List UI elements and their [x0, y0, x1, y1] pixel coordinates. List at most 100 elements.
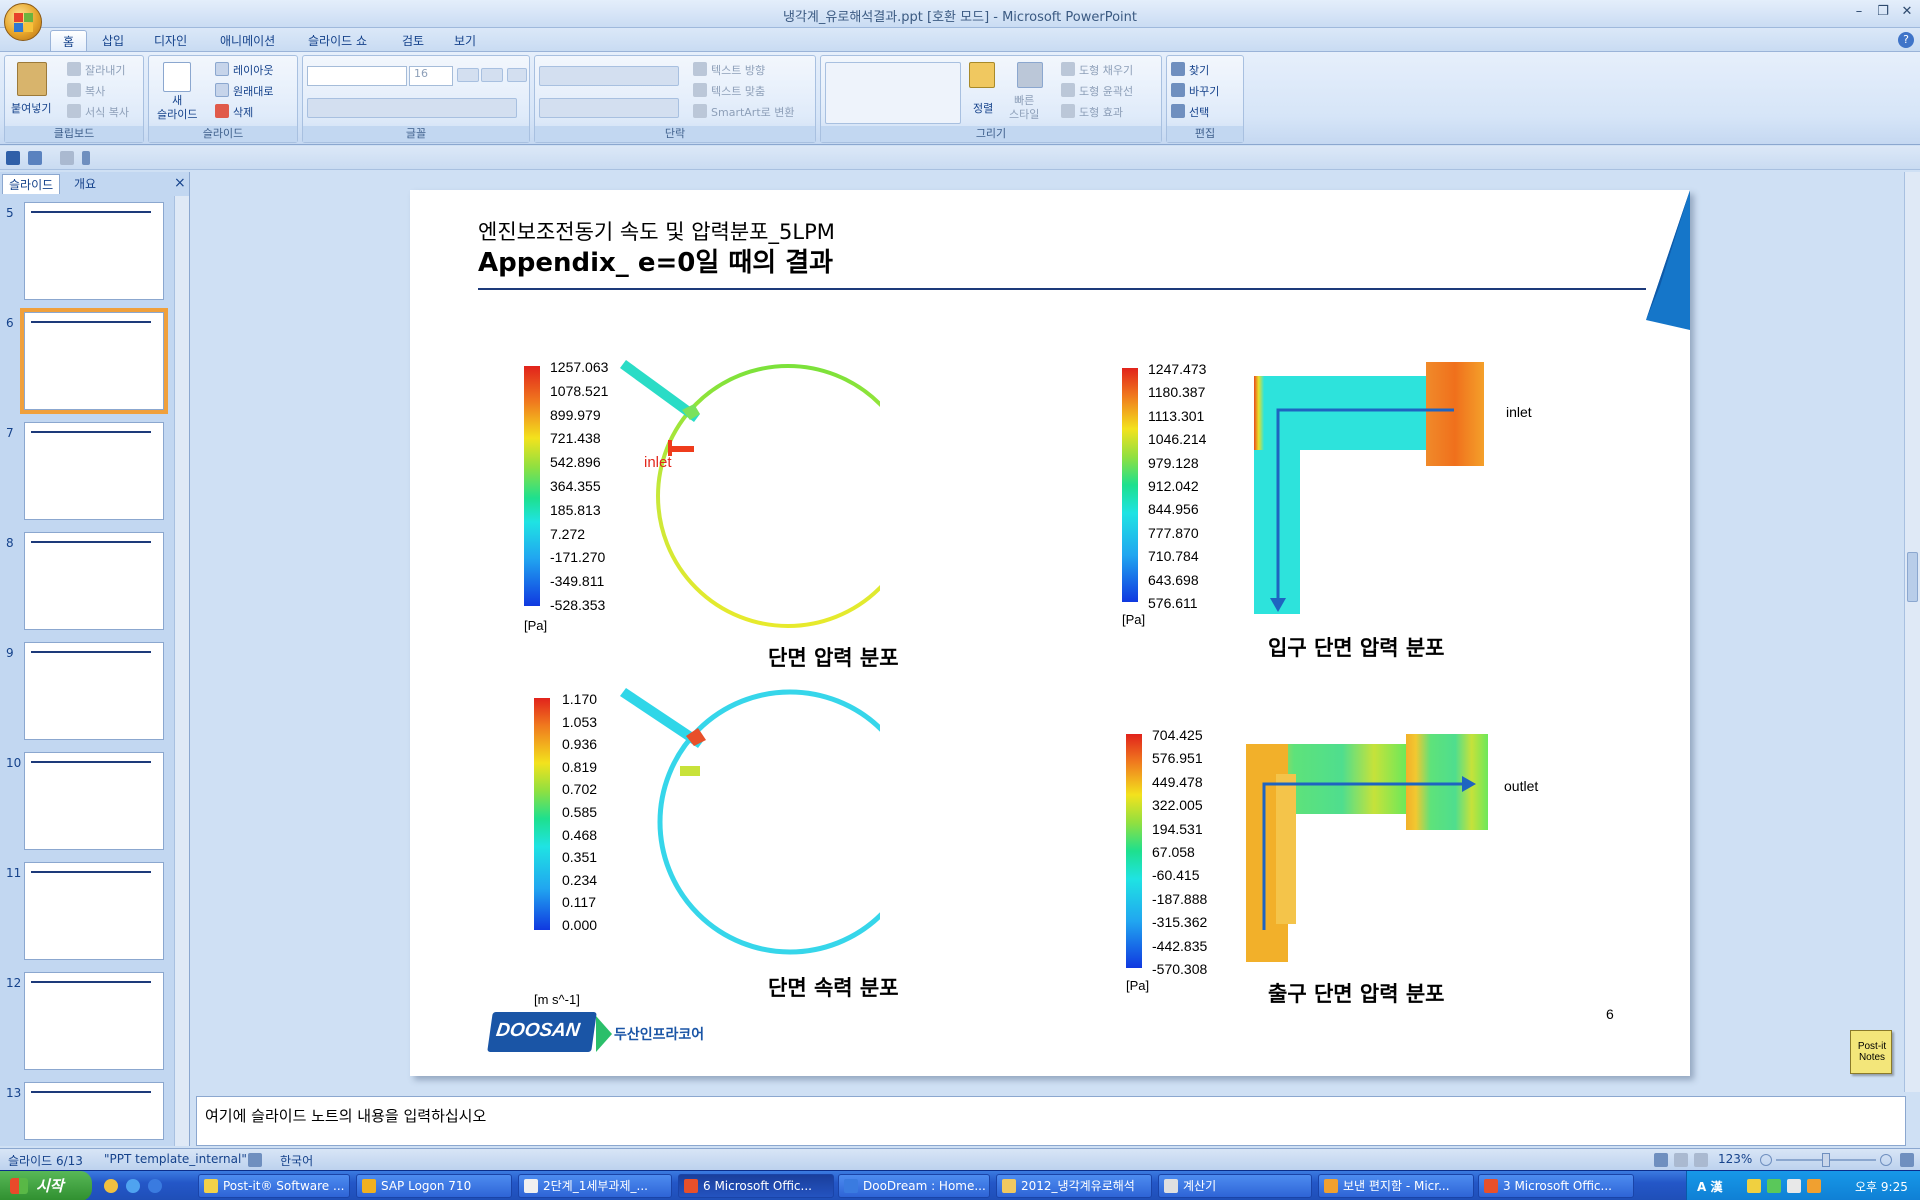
select-button[interactable]: 선택 [1189, 106, 1210, 119]
start-button[interactable]: 시작 [0, 1171, 92, 1200]
shapes-gallery[interactable] [825, 62, 961, 124]
text-direction-button[interactable]: 텍스트 방향 [711, 64, 766, 77]
slide-thumbnail[interactable] [24, 422, 164, 520]
save-icon[interactable] [6, 151, 20, 165]
taskbar-item[interactable]: 3 Microsoft Offic... [1478, 1174, 1634, 1198]
close-button[interactable]: ✕ [1901, 4, 1913, 19]
list-indent-buttons[interactable] [539, 66, 679, 86]
zoom-slider-thumb[interactable] [1822, 1153, 1830, 1167]
slide-thumbnail[interactable] [20, 308, 168, 414]
slide-thumbnail[interactable] [24, 1082, 164, 1140]
tray-icon-2[interactable] [1767, 1179, 1781, 1193]
taskbar-item[interactable]: 계산기 [1158, 1174, 1312, 1198]
reset-button[interactable]: 원래대로 [233, 85, 274, 98]
company-name: 두산인프라코어 [614, 1027, 705, 1043]
ime-indicator[interactable]: A 漢 [1697, 1180, 1723, 1194]
colorbar-tick-label: 0.000 [562, 917, 598, 933]
restore-button[interactable]: ❐ [1877, 4, 1889, 19]
colorbar-tick-label: -60.415 [1152, 867, 1200, 884]
slide-thumbnail[interactable] [24, 972, 164, 1070]
taskbar-item[interactable]: 보낸 편지함 - Micr... [1318, 1174, 1474, 1198]
shape-outline-button[interactable]: 도형 윤곽선 [1079, 85, 1134, 98]
quick-styles-button[interactable]: 빠른 스타일 [1009, 94, 1040, 121]
postit-notes-widget[interactable]: Post-it Notes [1850, 1030, 1892, 1074]
colorbar-tick-label: 1113.301 [1148, 407, 1205, 424]
tray-icon-4[interactable] [1807, 1179, 1821, 1193]
undo-icon[interactable] [28, 151, 42, 165]
arrange-button[interactable]: 정렬 [973, 102, 994, 115]
slide-thumbnail[interactable] [24, 532, 164, 630]
slide-thumbnail[interactable] [24, 752, 164, 850]
taskbar-item[interactable]: 2단계_1세부과제_... [518, 1174, 672, 1198]
quicklaunch-icon-1[interactable] [104, 1179, 118, 1193]
slide-thumbnail[interactable] [24, 642, 164, 740]
new-slide-button[interactable]: 새 슬라이드 [157, 94, 198, 121]
shrink-font-icon[interactable] [481, 68, 503, 82]
ie-icon[interactable] [148, 1179, 162, 1193]
tab-review[interactable]: 검토 [402, 34, 425, 48]
fit-to-window-icon[interactable] [1900, 1153, 1914, 1167]
tray-icon-1[interactable] [1747, 1179, 1761, 1193]
shape-fill-button[interactable]: 도형 채우기 [1079, 64, 1134, 77]
close-panel-icon[interactable]: × [174, 175, 186, 191]
scroll-thumb[interactable] [1907, 552, 1918, 602]
tab-view[interactable]: 보기 [454, 34, 477, 48]
format-painter-button[interactable]: 서식 복사 [85, 106, 129, 119]
help-icon[interactable]: ? [1898, 32, 1914, 48]
colorbar-tick-label: 576.611 [1148, 595, 1198, 611]
font-size-combo[interactable]: 16 [409, 66, 453, 86]
tab-insert[interactable]: 삽입 [102, 34, 125, 48]
clear-format-icon[interactable] [507, 68, 527, 82]
tab-design[interactable]: 디자인 [154, 34, 188, 48]
slideshow-view-icon[interactable] [1694, 1153, 1708, 1167]
arrange-icon [969, 62, 995, 88]
office-button[interactable] [4, 3, 42, 41]
shape-effects-button[interactable]: 도형 효과 [1079, 106, 1123, 119]
layout-button[interactable]: 레이아웃 [233, 64, 274, 77]
slide-thumbnail[interactable] [24, 202, 164, 300]
colorbar-tick-label: 1078.521 [550, 382, 609, 399]
notes-pane[interactable]: 여기에 슬라이드 노트의 내용을 입력하십시오 [196, 1096, 1906, 1146]
thumbnails-scrollbar[interactable] [174, 196, 189, 1146]
align-buttons[interactable] [539, 98, 679, 118]
slide-scrollbar[interactable] [1904, 172, 1920, 1092]
tab-home[interactable]: 홈 [50, 30, 88, 52]
tray-icon-3[interactable] [1787, 1179, 1801, 1193]
zoom-in-icon[interactable] [1880, 1154, 1892, 1166]
tab-outline[interactable]: 개요 [74, 177, 97, 191]
slide-canvas[interactable]: 엔진보조전동기 속도 및 압력분포_5LPM Appendix_ e=0일 때의… [410, 190, 1690, 1076]
zoom-level[interactable]: 123% [1718, 1152, 1753, 1166]
align-text-button[interactable]: 텍스트 맞춤 [711, 85, 766, 98]
quicklaunch-icon-2[interactable] [126, 1179, 140, 1193]
thumbnail-title-line [31, 981, 151, 983]
normal-view-icon[interactable] [1654, 1153, 1668, 1167]
taskbar-item[interactable]: SAP Logon 710 [356, 1174, 512, 1198]
clock[interactable]: 오후 9:25 [1855, 1180, 1908, 1194]
find-button[interactable]: 찾기 [1189, 64, 1210, 77]
smartart-button[interactable]: SmartArt로 변환 [711, 106, 795, 119]
replace-button[interactable]: 바꾸기 [1189, 85, 1220, 98]
spellcheck-icon[interactable] [248, 1153, 262, 1167]
thumbnail-title-line [31, 651, 151, 653]
tab-slideshow[interactable]: 슬라이드 쇼 [308, 34, 368, 48]
status-language[interactable]: 한국어 [280, 1154, 314, 1168]
taskbar-item[interactable]: Post-it® Software ... [198, 1174, 350, 1198]
font-name-combo[interactable] [307, 66, 407, 86]
cut-button[interactable]: 잘라내기 [85, 64, 126, 77]
taskbar-item[interactable]: 6 Microsoft Offic... [678, 1174, 834, 1198]
redo-icon[interactable] [60, 151, 74, 165]
minimize-button[interactable]: – [1855, 4, 1863, 19]
slide-thumbnail[interactable] [24, 862, 164, 960]
paste-button[interactable]: 붙여넣기 [11, 102, 52, 115]
delete-button[interactable]: 삭제 [233, 106, 254, 119]
customize-qat-icon[interactable] [82, 151, 90, 165]
grow-font-icon[interactable] [457, 68, 479, 82]
font-style-buttons[interactable] [307, 98, 517, 118]
taskbar-item[interactable]: DooDream : Home... [838, 1174, 990, 1198]
slide-sorter-icon[interactable] [1674, 1153, 1688, 1167]
taskbar-item[interactable]: 2012_냉각계유로해석 [996, 1174, 1152, 1198]
tab-slides[interactable]: 슬라이드 [2, 174, 61, 194]
copy-button[interactable]: 복사 [85, 85, 106, 98]
zoom-out-icon[interactable] [1760, 1154, 1772, 1166]
tab-animation[interactable]: 애니메이션 [220, 34, 276, 48]
